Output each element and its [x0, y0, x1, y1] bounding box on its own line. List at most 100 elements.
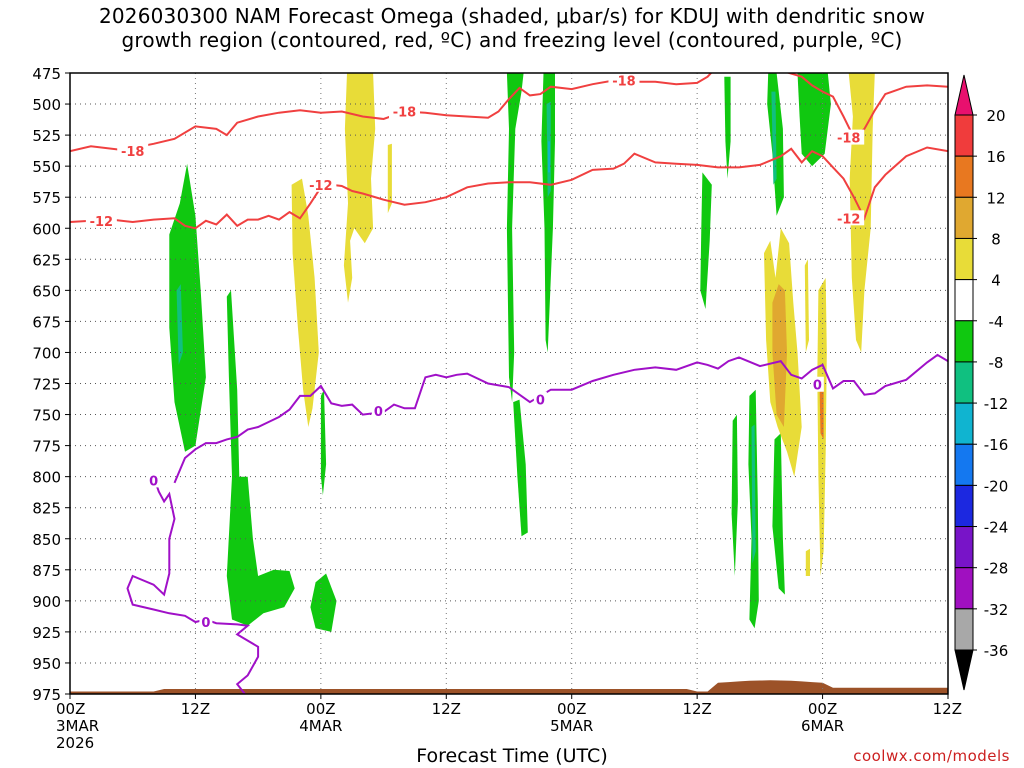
x-axis-title: Forecast Time (UTC)	[416, 745, 608, 767]
terrain	[70, 680, 948, 694]
x-tick-label-72-1: 6MAR	[801, 717, 844, 735]
colorbar-label-4: 4	[991, 272, 1001, 290]
y-tick-label-700: 700	[32, 344, 61, 362]
omega-region-23	[772, 284, 787, 427]
x-tick-label-72-0: 00Z	[808, 700, 837, 718]
colorbar-label-8: -16	[984, 436, 1009, 454]
y-tick-label-825: 825	[32, 500, 61, 518]
x-tick-label-24-0: 00Z	[306, 700, 335, 718]
y-tick-label-675: 675	[32, 313, 61, 331]
y-tick-label-725: 725	[32, 376, 61, 394]
x-tick-label-0-0: 00Z	[56, 700, 85, 718]
colorbar-label-2: 12	[986, 189, 1005, 207]
colorbar-bin-12	[954, 567, 974, 610]
contour-label-bg-0-3	[833, 129, 865, 145]
colorbar-bin-3	[954, 196, 974, 239]
colorbar-label-6: -8	[989, 354, 1004, 372]
plot-area: -18 -18 -18 -18 -12 -12 -12 0 0 0 0 0	[70, 73, 948, 694]
contour-label-0-0: -18	[121, 145, 145, 160]
x-tick-label-48-1: 5MAR	[550, 717, 593, 735]
colorbar-bin-1	[954, 114, 974, 157]
colorbar-bin-9	[954, 443, 974, 486]
contour-label-3-2: 0	[813, 379, 822, 394]
colorbar-bin-10	[954, 484, 974, 528]
omega-region-6	[343, 73, 376, 303]
contour-3	[173, 353, 948, 484]
credit-link[interactable]: coolwx.com/models	[853, 747, 1010, 765]
x-tick-label-60-0: 12Z	[682, 700, 711, 718]
x-tick-label-84-0: 12Z	[933, 700, 962, 718]
y-tick-label-600: 600	[32, 220, 61, 238]
x-tick-label-0-2: 2026	[56, 734, 94, 752]
x-tick-label-36-0: 12Z	[432, 700, 461, 718]
colorbar-label-12: -32	[984, 601, 1009, 619]
omega-region-13	[700, 172, 712, 309]
title-line-1: 2026030300 NAM Forecast Omega (shaded, μ…	[98, 4, 926, 28]
y-tick-label-475: 475	[32, 65, 61, 83]
omega-region-10	[541, 73, 555, 353]
contour-label-1-2: -12	[837, 212, 861, 227]
contour-label-bg-2-0	[147, 472, 161, 488]
y-tick-label-500: 500	[32, 96, 61, 114]
omega-region-7	[387, 143, 392, 214]
chart-title: 2026030300 NAM Forecast Omega (shaded, μ…	[0, 4, 1024, 52]
y-tick-label-925: 925	[32, 624, 61, 642]
omega-region-5	[291, 178, 319, 427]
omega-region-0	[169, 163, 206, 452]
contour-label-3-1: 0	[536, 394, 545, 409]
contour-1	[70, 146, 948, 230]
omega-region-3	[320, 389, 327, 496]
colorbar-bin-13	[954, 608, 974, 651]
y-tick-label-550: 550	[32, 158, 61, 176]
y-tick-label-900: 900	[32, 593, 61, 611]
omega-region-24	[804, 259, 809, 353]
contour-label-3-0: 0	[374, 405, 383, 420]
omega-region-17	[751, 424, 756, 564]
colorbar-label-11: -28	[984, 560, 1009, 578]
contour-label-0-1: -18	[393, 106, 417, 121]
contour-label-bg-0-1	[388, 103, 420, 119]
contour-label-2-0: 0	[149, 474, 158, 489]
colorbar-bin-4	[954, 237, 974, 281]
contour-label-0-2: -18	[612, 74, 636, 89]
contour-label-bg-2-1	[199, 613, 213, 629]
colorbar-bin-bottom	[954, 649, 974, 691]
colorbar-label-5: -4	[989, 313, 1004, 331]
y-tick-label-525: 525	[32, 127, 61, 145]
x-tick-label-0-1: 3MAR	[56, 717, 99, 735]
y-tick-label-850: 850	[32, 531, 61, 549]
y-tick-label-950: 950	[32, 655, 61, 673]
y-tick-label-775: 775	[32, 438, 61, 456]
colorbar-label-7: -12	[984, 395, 1009, 413]
contour-label-bg-0-2	[608, 73, 640, 88]
contour-0	[70, 73, 948, 153]
colorbar-label-1: 16	[986, 148, 1005, 166]
x-tick-label-24-1: 4MAR	[299, 717, 342, 735]
contour-label-bg-3-0	[371, 402, 385, 418]
omega-region-15	[731, 414, 738, 576]
contour-label-bg-1-2	[833, 210, 865, 226]
x-tick-label-48-0: 00Z	[557, 700, 586, 718]
colorbar-bin-top	[954, 74, 974, 116]
y-tick-label-625: 625	[32, 251, 61, 269]
y-tick-label-800: 800	[32, 469, 61, 487]
omega-region-19	[771, 91, 777, 185]
omega-region-1	[176, 284, 183, 365]
contour-label-1-0: -12	[90, 215, 114, 230]
contour-label-bg-3-1	[533, 391, 547, 407]
omega-region-12	[548, 141, 550, 173]
omega-region-20	[797, 73, 831, 167]
contour-label-0-3: -18	[837, 132, 861, 147]
y-tick-label-875: 875	[32, 562, 61, 580]
colorbar-bin-2	[954, 155, 974, 198]
contour-label-1-1: -12	[309, 179, 333, 194]
y-tick-label-650: 650	[32, 282, 61, 300]
colorbar-bin-7	[954, 361, 974, 404]
contour-label-2-1: 0	[201, 616, 210, 631]
y-tick-label-575: 575	[32, 189, 61, 207]
contour-2	[126, 476, 260, 694]
colorbar-label-3: 8	[991, 230, 1001, 248]
omega-region-14	[724, 76, 731, 179]
omega-region-9	[513, 399, 528, 537]
